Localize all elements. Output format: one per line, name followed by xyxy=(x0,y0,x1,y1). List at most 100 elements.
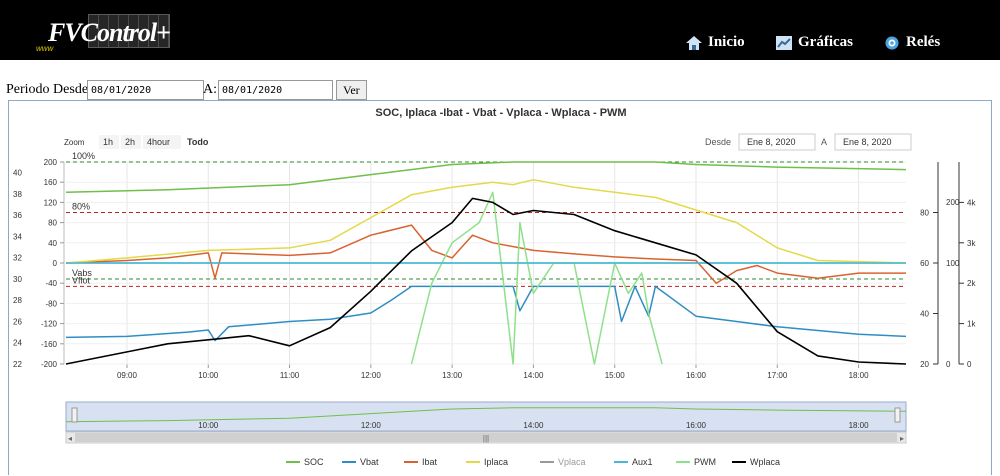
reference-label: Vflot xyxy=(72,275,91,285)
range-desde-value: Ene 8, 2020 xyxy=(747,137,796,147)
navigator-window xyxy=(65,401,907,432)
legend-item-iplaca[interactable]: Iplaca xyxy=(484,457,508,467)
wplaca-tick-label: 0 xyxy=(967,360,972,369)
vbat-tick-label: 38 xyxy=(13,190,22,199)
x-tick-label: 15:00 xyxy=(605,371,626,380)
navigator-tick-label: 16:00 xyxy=(686,421,707,430)
range-a-label: A xyxy=(821,137,827,147)
navigator-right-handle xyxy=(894,407,901,423)
nav-reles-label: Relés xyxy=(906,34,941,50)
a-label: A: xyxy=(203,82,217,97)
x-tick-label: 09:00 xyxy=(117,371,138,380)
soc-tick-label: 80 xyxy=(920,209,929,218)
a-date-input[interactable] xyxy=(218,80,333,100)
ibat-tick-label: -120 xyxy=(41,320,58,329)
desde-label: Periodo Desde: xyxy=(6,82,92,97)
x-tick-label: 18:00 xyxy=(849,371,870,380)
vbat-tick-label: 40 xyxy=(13,169,22,178)
vbat-tick-label: 26 xyxy=(13,317,22,326)
nav-graficas-label: Gráficas xyxy=(798,34,853,50)
app-header: FVControl+ www Inicio Gráficas Relés xyxy=(0,0,1000,60)
zoom-button-Todo: Todo xyxy=(187,137,209,147)
navigator-tick-label: 12:00 xyxy=(361,421,382,430)
soc-tick-label: 20 xyxy=(920,360,929,369)
x-tick-label: 13:00 xyxy=(442,371,463,380)
x-tick-label: 14:00 xyxy=(523,371,544,380)
chart-title: SOC, Iplaca -Ibat - Vbat - Vplaca - Wpla… xyxy=(375,107,626,119)
relay-icon xyxy=(885,35,899,50)
navigator-scrollbar-thumb xyxy=(75,433,897,442)
legend-item-soc[interactable]: SOC xyxy=(304,457,324,467)
zoom-button-bg xyxy=(183,135,215,149)
vplaca-tick-label: 0 xyxy=(946,360,951,369)
navigator-left-handle xyxy=(71,407,78,423)
zoom-button-bg xyxy=(99,135,119,149)
range-a-value: Ene 8, 2020 xyxy=(843,137,892,147)
ibat-tick-label: -40 xyxy=(45,279,57,288)
legend-item-vbat[interactable]: Vbat xyxy=(360,457,379,467)
zoom-button-1h: 1h xyxy=(103,137,113,147)
ibat-tick-label: 80 xyxy=(48,219,57,228)
solar-panel-graphic xyxy=(88,14,170,48)
range-desde-label: Desde xyxy=(705,137,731,147)
series-line-iplaca xyxy=(65,178,907,264)
ibat-tick-label: -80 xyxy=(45,299,57,308)
ibat-tick-label: 0 xyxy=(53,259,58,268)
chart[interactable]: SOC, Iplaca -Ibat - Vbat - Vplaca - Wpla… xyxy=(9,101,993,476)
series-line-vbat xyxy=(65,285,907,342)
series-line-pwm xyxy=(410,191,663,365)
scroll-left-icon: ◂ xyxy=(68,434,72,443)
vbat-tick-label: 30 xyxy=(13,275,22,284)
legend-item-wplaca[interactable]: Wplaca xyxy=(750,457,780,467)
chart-icon xyxy=(776,35,792,50)
ibat-tick-label: -200 xyxy=(41,360,58,369)
vbat-tick-label: 36 xyxy=(13,211,22,220)
zoom-button-4hour: 4hour xyxy=(147,137,170,147)
app-logo[interactable]: FVControl+ www xyxy=(18,8,178,54)
navigator-tick-label: 14:00 xyxy=(523,421,544,430)
ibat-tick-label: 40 xyxy=(48,239,57,248)
series-line-ibat xyxy=(65,224,906,284)
x-tick-label: 16:00 xyxy=(686,371,707,380)
wplaca-tick-label: 1k xyxy=(967,320,976,329)
vbat-tick-label: 34 xyxy=(13,232,22,241)
x-tick-label: 17:00 xyxy=(767,371,788,380)
scroll-right-icon: ▸ xyxy=(900,434,904,443)
ibat-tick-label: -160 xyxy=(41,340,58,349)
legend-item-ibat[interactable]: Ibat xyxy=(422,457,438,467)
nav-graficas[interactable]: Gráficas xyxy=(776,34,853,51)
zoom-button-bg xyxy=(143,135,181,149)
x-tick-label: 12:00 xyxy=(361,371,382,380)
scrollbar-grip-icon: ||| xyxy=(483,434,489,443)
home-icon xyxy=(686,35,702,50)
range-desde-input xyxy=(738,133,816,151)
reference-label: Vabs xyxy=(72,268,92,278)
ver-button[interactable]: Ver xyxy=(336,80,367,100)
navigator-series-soc xyxy=(65,407,907,423)
wplaca-tick-label: 4k xyxy=(967,198,976,207)
zoom-label: Zoom xyxy=(64,138,85,147)
ibat-tick-label: 200 xyxy=(44,158,58,167)
vbat-tick-label: 24 xyxy=(13,339,22,348)
vbat-tick-label: 32 xyxy=(13,254,22,263)
zoom-button-2h: 2h xyxy=(125,137,135,147)
x-tick-label: 11:00 xyxy=(280,371,300,380)
desde-date-input[interactable] xyxy=(87,80,204,100)
legend-item-aux1[interactable]: Aux1 xyxy=(632,457,653,467)
nav-reles[interactable]: Relés xyxy=(884,34,940,51)
soc-tick-label: 60 xyxy=(920,259,929,268)
series-line-soc xyxy=(65,161,907,194)
wplaca-tick-label: 3k xyxy=(967,239,976,248)
nav-inicio[interactable]: Inicio xyxy=(686,34,745,51)
legend-item-pwm[interactable]: PWM xyxy=(694,457,716,467)
range-a-input xyxy=(834,133,912,151)
chart-panel: SOC, Iplaca -Ibat - Vbat - Vplaca - Wpla… xyxy=(8,100,992,475)
vplaca-tick-label: 200 xyxy=(946,198,960,207)
legend-item-vplaca[interactable]: Vplaca xyxy=(558,457,586,467)
series-line-wplaca xyxy=(65,197,907,365)
logo-small-text: www xyxy=(36,44,54,53)
navigator-tick-label: 10:00 xyxy=(198,421,219,430)
nav-inicio-label: Inicio xyxy=(708,34,745,50)
zoom-button-bg xyxy=(121,135,141,149)
reference-label: 100% xyxy=(72,151,95,161)
